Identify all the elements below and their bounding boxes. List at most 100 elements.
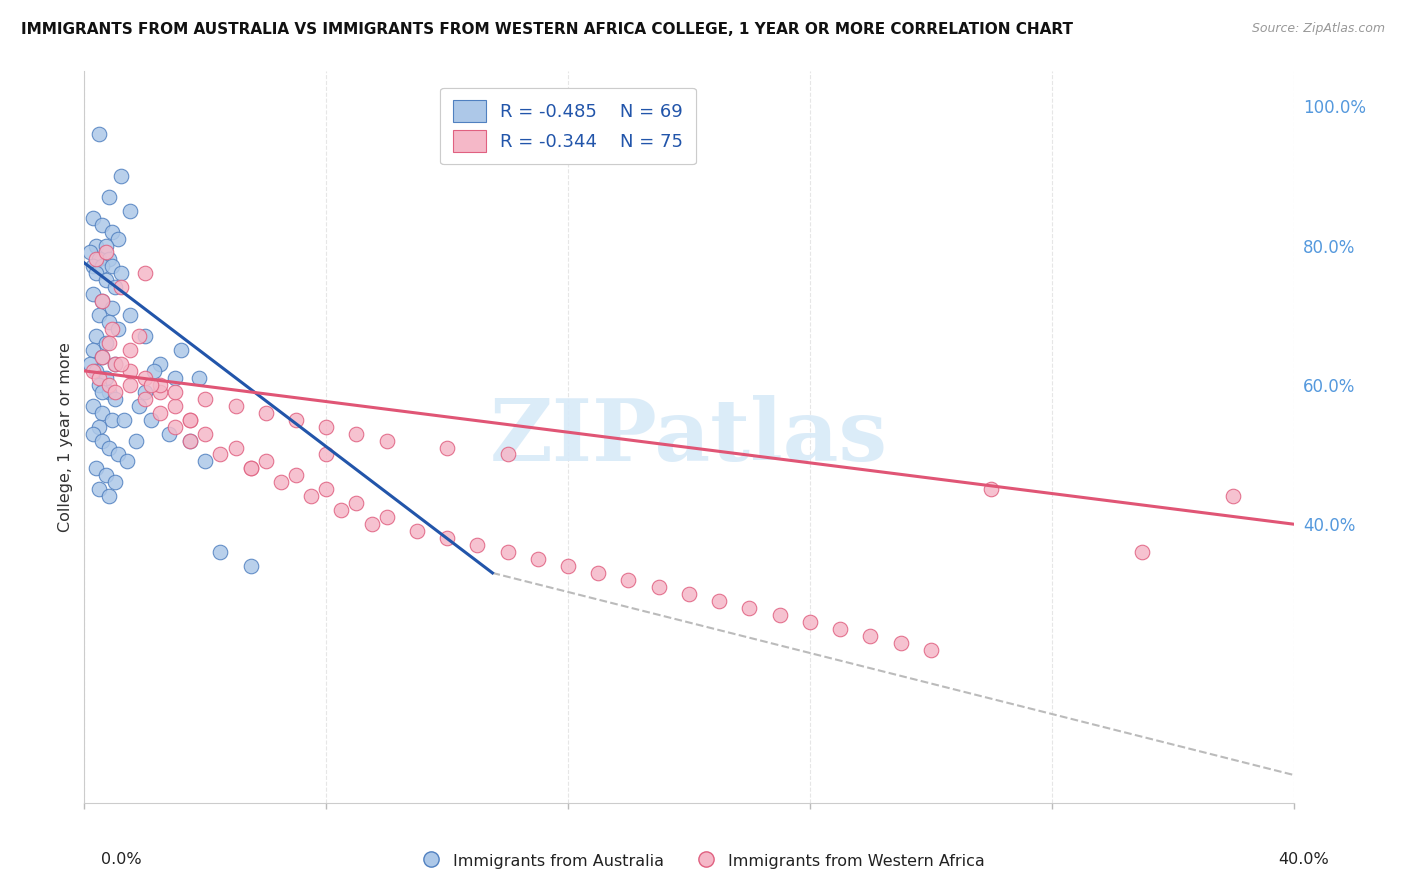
Point <box>110 357 132 371</box>
Point <box>496 545 519 559</box>
Point <box>79 357 101 371</box>
Point <box>94 371 117 385</box>
Point <box>285 468 308 483</box>
Point <box>980 483 1002 497</box>
Point <box>285 412 308 426</box>
Point <box>179 412 201 426</box>
Point <box>89 308 111 322</box>
Point <box>134 371 156 385</box>
Point <box>86 266 108 280</box>
Point <box>100 225 122 239</box>
Point <box>91 218 114 232</box>
Point <box>738 600 761 615</box>
Point <box>118 377 141 392</box>
Point <box>91 350 114 364</box>
Point <box>118 308 141 322</box>
Point <box>86 238 108 252</box>
Point <box>315 483 337 497</box>
Point <box>89 419 111 434</box>
Point <box>112 412 135 426</box>
Point <box>149 357 172 371</box>
Point <box>890 635 912 649</box>
Point <box>97 377 120 392</box>
Point <box>165 371 187 385</box>
Point <box>330 503 353 517</box>
Point <box>254 454 277 468</box>
Point <box>128 329 150 343</box>
Point <box>97 489 120 503</box>
Legend: R = -0.485    N = 69, R = -0.344    N = 75: R = -0.485 N = 69, R = -0.344 N = 75 <box>440 87 696 164</box>
Point <box>91 434 114 448</box>
Point <box>97 190 120 204</box>
Point <box>110 280 132 294</box>
Point <box>225 399 247 413</box>
Point <box>94 336 117 351</box>
Point <box>346 426 368 441</box>
Point <box>209 448 232 462</box>
Point <box>115 454 138 468</box>
Point <box>157 426 180 441</box>
Point <box>142 364 165 378</box>
Point <box>139 377 162 392</box>
Point <box>134 384 156 399</box>
Point <box>118 343 141 357</box>
Point <box>128 399 150 413</box>
Point <box>118 364 141 378</box>
Point <box>588 566 610 580</box>
Point <box>97 384 120 399</box>
Point <box>406 524 429 538</box>
Point <box>648 580 671 594</box>
Point <box>110 169 132 183</box>
Point <box>617 573 640 587</box>
Point <box>82 211 104 225</box>
Point <box>100 301 122 316</box>
Point <box>94 245 117 260</box>
Point <box>107 448 129 462</box>
Point <box>89 483 111 497</box>
Point <box>375 434 398 448</box>
Point <box>134 329 156 343</box>
Point <box>107 231 129 245</box>
Point <box>125 434 148 448</box>
Point <box>89 127 111 141</box>
Point <box>79 245 101 260</box>
Point <box>299 489 322 503</box>
Point <box>1132 545 1154 559</box>
Point <box>86 252 108 267</box>
Point <box>110 266 132 280</box>
Point <box>527 552 550 566</box>
Point <box>82 287 104 301</box>
Point <box>82 260 104 274</box>
Point <box>179 434 201 448</box>
Point <box>82 399 104 413</box>
Legend: Immigrants from Australia, Immigrants from Western Africa: Immigrants from Australia, Immigrants fr… <box>415 846 991 875</box>
Point <box>799 615 821 629</box>
Point <box>270 475 292 490</box>
Point <box>346 496 368 510</box>
Point <box>496 448 519 462</box>
Point <box>97 336 120 351</box>
Point <box>86 461 108 475</box>
Y-axis label: College, 1 year or more: College, 1 year or more <box>58 343 73 532</box>
Text: IMMIGRANTS FROM AUSTRALIA VS IMMIGRANTS FROM WESTERN AFRICA COLLEGE, 1 YEAR OR M: IMMIGRANTS FROM AUSTRALIA VS IMMIGRANTS … <box>21 22 1073 37</box>
Point <box>859 629 882 643</box>
Point <box>94 273 117 287</box>
Point <box>254 406 277 420</box>
Point <box>165 419 187 434</box>
Point <box>89 371 111 385</box>
Point <box>194 426 217 441</box>
Point <box>104 475 127 490</box>
Point <box>91 350 114 364</box>
Point <box>315 419 337 434</box>
Text: Source: ZipAtlas.com: Source: ZipAtlas.com <box>1251 22 1385 36</box>
Point <box>107 322 129 336</box>
Point <box>94 468 117 483</box>
Point <box>104 357 127 371</box>
Point <box>709 594 731 608</box>
Point <box>86 329 108 343</box>
Point <box>91 406 114 420</box>
Point <box>557 558 579 573</box>
Text: 40.0%: 40.0% <box>1278 852 1329 867</box>
Point <box>100 322 122 336</box>
Point <box>239 461 262 475</box>
